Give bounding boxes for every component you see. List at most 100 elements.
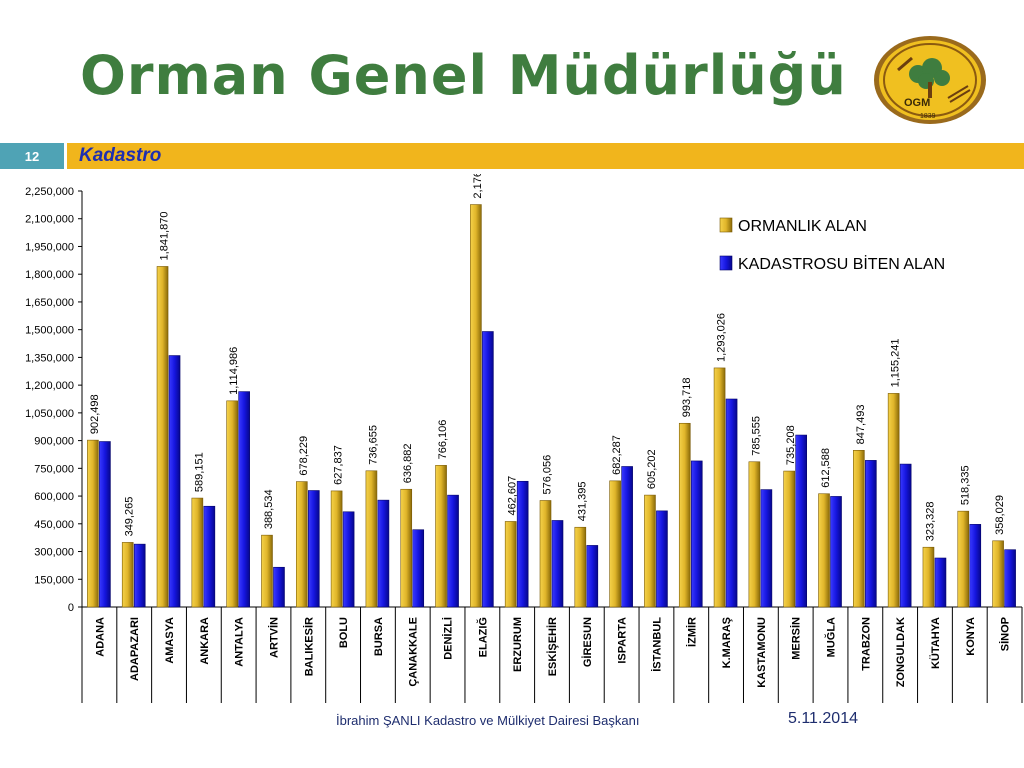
bar-kadastrosu-biten-alan xyxy=(586,545,599,608)
bar-ormanlik-alan xyxy=(470,204,482,608)
category-label: K.MARAŞ xyxy=(721,617,733,668)
data-label: 323,328 xyxy=(924,501,936,541)
y-tick-label: 2,100,000 xyxy=(25,214,74,226)
bar-ormanlik-alan xyxy=(330,490,343,608)
bar-ormanlik-alan xyxy=(121,542,134,608)
category-label: ESKİŞEHİR xyxy=(546,617,559,676)
bar-ormanlik-alan xyxy=(957,510,970,608)
category-label: ZONGULDAK xyxy=(895,617,907,687)
y-tick-label: 450,000 xyxy=(34,519,74,531)
data-label: 682,287 xyxy=(611,435,623,475)
y-tick-label: 1,200,000 xyxy=(25,380,74,392)
y-tick-label: 1,650,000 xyxy=(25,297,74,309)
data-label: 785,555 xyxy=(750,416,762,456)
data-label: 678,229 xyxy=(298,436,310,476)
bar-ormanlik-alan xyxy=(365,470,378,608)
category-label: ANKARA xyxy=(199,617,211,665)
bar-ormanlik-alan xyxy=(435,465,447,608)
data-label: 462,607 xyxy=(507,476,519,516)
bar-ormanlik-alan xyxy=(887,393,900,608)
bar-ormanlik-alan xyxy=(609,480,621,608)
category-label: BURSA xyxy=(373,617,385,656)
section-title: Kadastro xyxy=(79,145,162,166)
logo-text: OGM xyxy=(904,97,930,109)
bar-ormanlik-alan xyxy=(992,540,1004,608)
ogm-logo-icon: OGM 1839 xyxy=(874,36,986,124)
bar-kadastrosu-biten-alan xyxy=(830,496,842,608)
legend-swatch xyxy=(719,217,733,233)
category-label: KASTAMONU xyxy=(756,617,768,688)
category-label: İZMİR xyxy=(685,617,698,647)
bar-ormanlik-alan xyxy=(783,470,796,608)
data-label: 589,151 xyxy=(193,452,205,492)
data-label: 902,498 xyxy=(89,394,101,434)
bar-kadastrosu-biten-alan xyxy=(656,510,668,608)
bar-kadastrosu-biten-alan xyxy=(238,391,250,608)
y-tick-label: 1,050,000 xyxy=(25,408,74,420)
bar-ormanlik-alan xyxy=(748,461,761,608)
footer-author: İbrahim ŞANLI Kadastro ve Mülkiyet Daire… xyxy=(336,713,640,728)
bar-ormanlik-alan xyxy=(87,439,99,608)
bar-kadastrosu-biten-alan xyxy=(342,511,355,608)
bar-ormanlik-alan xyxy=(678,422,691,608)
data-label: 736,655 xyxy=(367,425,379,465)
data-label: 993,718 xyxy=(681,378,693,418)
data-label: 431,395 xyxy=(576,481,588,521)
bar-kadastrosu-biten-alan xyxy=(99,441,111,608)
bar-ormanlik-alan xyxy=(644,494,656,608)
bar-kadastrosu-biten-alan xyxy=(725,398,738,608)
y-tick-label: 900,000 xyxy=(34,436,74,448)
bar-kadastrosu-biten-alan xyxy=(551,520,564,608)
bar-chart: 0 150,000 300,000 450,000 600,000 750,000 900,… xyxy=(25,174,1023,703)
bar-ormanlik-alan xyxy=(713,367,726,608)
bar-ormanlik-alan xyxy=(400,488,413,608)
y-tick-label: 750,000 xyxy=(34,463,74,475)
bar-kadastrosu-biten-alan xyxy=(690,460,703,608)
category-label: ADAPAZARI xyxy=(129,617,141,681)
y-tick-label: 1,500,000 xyxy=(25,325,74,337)
category-label: ÇANAKKALE xyxy=(408,617,420,687)
y-tick-label: 1,800,000 xyxy=(25,269,74,281)
bar-ormanlik-alan xyxy=(818,493,830,608)
slide-number-badge: 12 xyxy=(0,143,64,169)
data-label: 2,176,669 xyxy=(472,174,484,199)
bar-kadastrosu-biten-alan xyxy=(447,494,459,608)
category-label: BALIKESİR xyxy=(302,617,315,676)
data-label: 735,208 xyxy=(785,425,797,465)
data-label: 388,534 xyxy=(263,489,275,529)
category-label: MUĞLA xyxy=(825,617,838,657)
legend-label: KADASTROSU BİTEN ALAN xyxy=(738,254,945,273)
bar-kadastrosu-biten-alan xyxy=(307,490,320,608)
y-tick-label: 1,350,000 xyxy=(25,352,74,364)
bar-kadastrosu-biten-alan xyxy=(795,434,808,608)
category-label: AMASYA xyxy=(164,617,176,664)
y-tick-label: 2,250,000 xyxy=(25,186,74,198)
bar-ormanlik-alan xyxy=(922,546,935,608)
category-label: ADANA xyxy=(94,617,106,657)
category-label: SİNOP xyxy=(999,617,1012,651)
data-label: 766,106 xyxy=(437,420,449,460)
data-label: 605,202 xyxy=(646,449,658,489)
slide-number: 12 xyxy=(24,148,40,164)
category-label: KONYA xyxy=(965,617,977,656)
logo-year: 1839 xyxy=(920,113,936,120)
category-label: İSTANBUL xyxy=(650,617,663,672)
y-tick-label: 600,000 xyxy=(34,491,74,503)
y-tick-label: 0 xyxy=(68,602,74,614)
bar-kadastrosu-biten-alan xyxy=(412,529,425,608)
bar-kadastrosu-biten-alan xyxy=(621,466,633,608)
data-label: 518,335 xyxy=(959,465,971,505)
footer-date: 5.11.2014 xyxy=(788,710,858,727)
data-label: 612,588 xyxy=(820,448,832,488)
category-label: TRABZON xyxy=(860,617,872,671)
legend-swatch xyxy=(719,255,733,271)
y-tick-label: 1,950,000 xyxy=(25,241,74,253)
bar-kadastrosu-biten-alan xyxy=(482,331,494,608)
bar-ormanlik-alan xyxy=(504,521,517,608)
bar-kadastrosu-biten-alan xyxy=(934,557,947,608)
bar-kadastrosu-biten-alan xyxy=(516,480,529,608)
category-label: ELAZIĞ xyxy=(476,617,489,657)
bar-kadastrosu-biten-alan xyxy=(168,355,181,608)
data-label: 1,293,026 xyxy=(716,313,728,362)
data-label: 1,155,241 xyxy=(890,338,902,387)
